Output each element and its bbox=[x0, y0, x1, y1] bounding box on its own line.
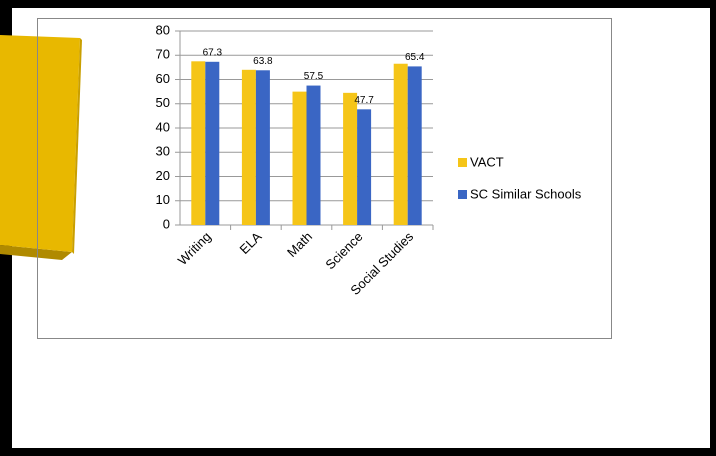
y-tick-label: 60 bbox=[156, 71, 170, 86]
y-tick-label: 40 bbox=[156, 119, 170, 134]
bar bbox=[393, 63, 408, 225]
y-tick-label: 10 bbox=[156, 192, 170, 207]
data-label: 67.3 bbox=[203, 47, 223, 58]
data-label: 47.7 bbox=[354, 95, 374, 106]
chart-frame bbox=[37, 18, 612, 339]
data-label: 57.5 bbox=[304, 71, 324, 82]
bar bbox=[292, 91, 307, 225]
legend-swatch bbox=[458, 190, 467, 199]
shape-side bbox=[72, 38, 82, 254]
y-tick-label: 0 bbox=[163, 216, 170, 231]
y-tick-label: 80 bbox=[156, 22, 170, 37]
bar bbox=[343, 92, 358, 226]
bar bbox=[407, 66, 422, 225]
y-tick-label: 50 bbox=[156, 95, 170, 110]
data-label: 65.4 bbox=[405, 52, 425, 63]
bar bbox=[191, 61, 206, 225]
y-tick-label: 70 bbox=[156, 47, 170, 62]
legend-swatch bbox=[458, 158, 467, 167]
legend-label: VACT bbox=[470, 154, 504, 169]
bar bbox=[241, 69, 256, 225]
y-tick-label: 20 bbox=[156, 168, 170, 183]
bar bbox=[357, 109, 372, 225]
y-tick-label: 30 bbox=[156, 144, 170, 159]
bar bbox=[205, 61, 220, 225]
legend-label: SC Similar Schools bbox=[470, 186, 582, 201]
data-label: 63.8 bbox=[253, 56, 273, 67]
shape-shadow bbox=[0, 245, 72, 260]
decorative-shape bbox=[0, 35, 80, 252]
bar bbox=[306, 85, 321, 225]
slide-background bbox=[12, 8, 710, 448]
bar bbox=[255, 70, 270, 225]
